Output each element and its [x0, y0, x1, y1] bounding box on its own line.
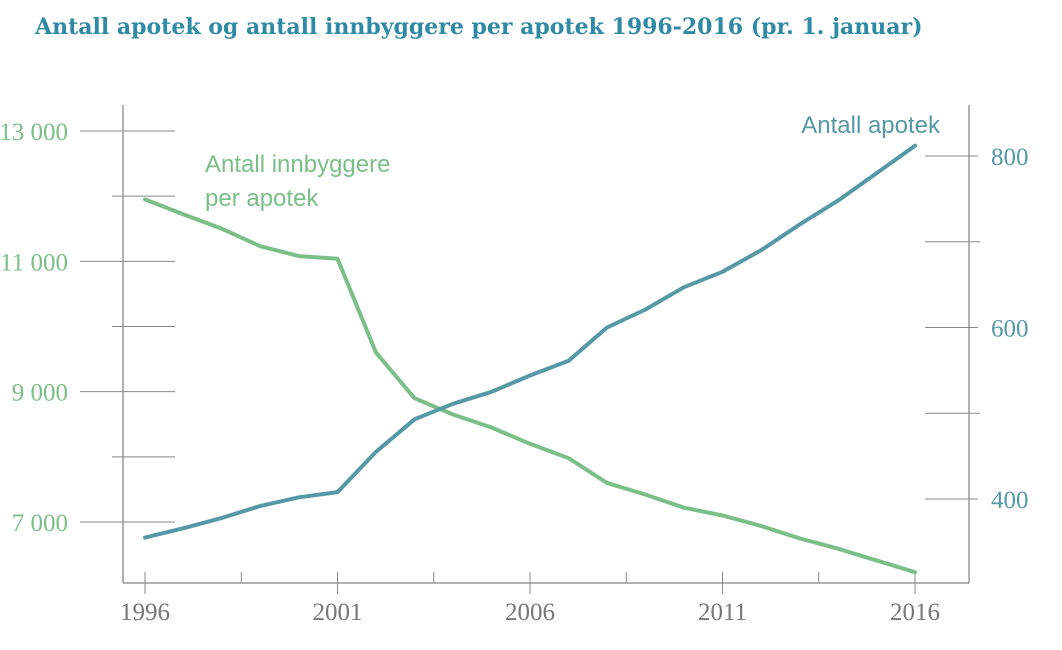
right-tick-label: 600 — [991, 316, 1029, 343]
series-lines — [143, 143, 917, 575]
x-tick-label: 2011 — [698, 599, 747, 626]
ticks: 13 000 11 000 9 000 7 000 800 600 400 1996 2001 2… — [0, 119, 1029, 626]
x-tick-label: 2001 — [313, 599, 363, 626]
chart-title: Antall apotek og antall innbyggere per a… — [35, 14, 923, 40]
innbyggere-series-label: per apotek — [205, 185, 319, 212]
left-tick-label: 9 000 — [12, 380, 68, 407]
axes — [122, 105, 970, 584]
innbyggere-per-apotek-line — [143, 197, 917, 575]
right-tick-label: 800 — [991, 144, 1029, 171]
left-tick-label: 13 000 — [0, 119, 68, 146]
x-tick-label: 1996 — [120, 599, 170, 626]
right-tick-label: 400 — [991, 487, 1029, 514]
antall-apotek-line — [143, 143, 917, 540]
apotek-series-label: Antall apotek — [801, 112, 941, 139]
left-tick-label: 7 000 — [12, 510, 68, 537]
x-tick-label: 2016 — [890, 599, 940, 626]
series-labels: Antall innbyggere per apotek Antall apotek — [205, 112, 941, 212]
left-tick-label: 11 000 — [0, 249, 68, 276]
innbyggere-series-label: Antall innbyggere — [205, 151, 390, 178]
x-tick-label: 2006 — [505, 599, 555, 626]
